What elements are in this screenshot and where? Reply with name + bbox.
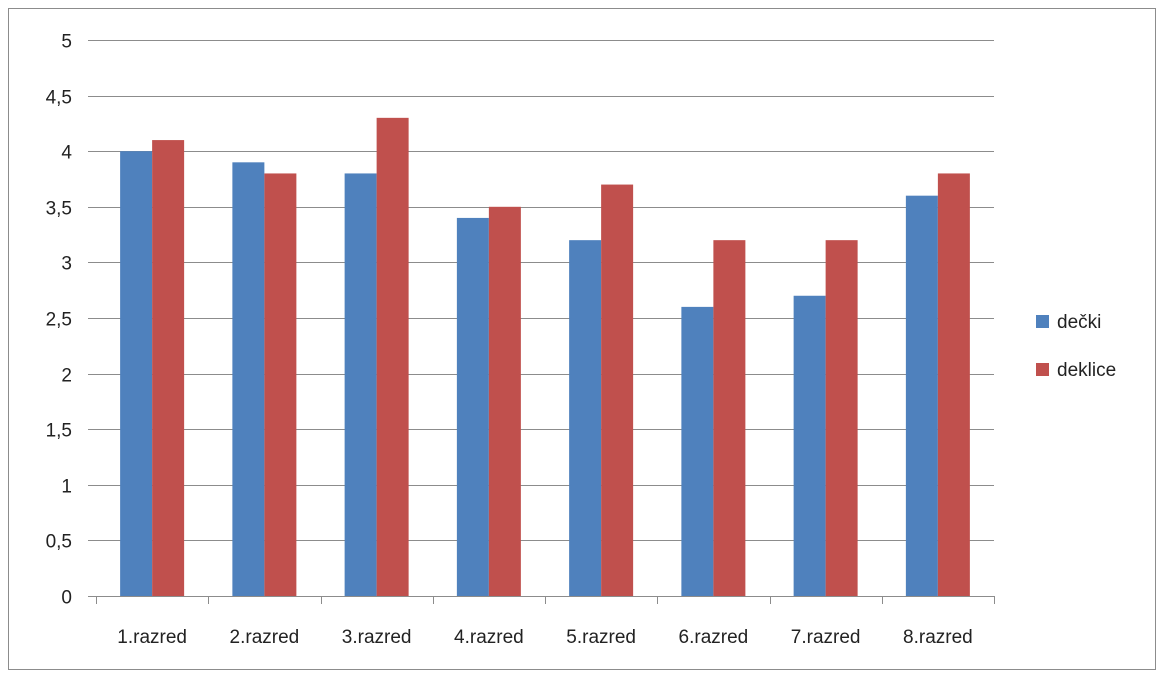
x-tick-label: 7.razred	[791, 627, 861, 648]
bar-decki	[232, 162, 265, 596]
y-tick-label: 1,5	[46, 421, 72, 442]
y-tick-label: 0	[61, 588, 72, 609]
bar-decki	[793, 295, 826, 596]
bar-deklice	[152, 140, 185, 596]
bar-deklice	[488, 206, 521, 597]
y-tick-label: 4	[61, 143, 72, 164]
y-tick-label: 3	[61, 254, 72, 275]
bar-decki	[120, 151, 153, 596]
y-tick-label: 3,5	[46, 199, 72, 220]
x-tick-label: 1.razred	[117, 627, 187, 648]
y-tick-label: 1	[61, 477, 72, 498]
x-tick-label: 4.razred	[454, 627, 524, 648]
bar-deklice	[601, 184, 634, 596]
bar-decki	[569, 240, 602, 596]
bar-decki	[905, 195, 938, 596]
x-tick-label: 6.razred	[679, 627, 749, 648]
legend-label: deklice	[1057, 360, 1116, 381]
legend-label: dečki	[1057, 312, 1101, 333]
x-tick-label: 2.razred	[230, 627, 300, 648]
bar-deklice	[376, 117, 409, 596]
bar-deklice	[713, 240, 746, 596]
bar-deklice	[937, 173, 970, 596]
bar-deklice	[825, 240, 858, 596]
x-tick-label: 8.razred	[903, 627, 973, 648]
y-tick-label: 4,5	[46, 88, 72, 109]
bar-decki	[681, 306, 714, 596]
legend-swatch	[1036, 363, 1049, 376]
y-tick-label: 0,5	[46, 532, 72, 553]
x-tick-label: 5.razred	[566, 627, 636, 648]
bar-decki	[344, 173, 377, 596]
y-tick-label: 2	[61, 366, 72, 387]
x-tick-label: 3.razred	[342, 627, 412, 648]
legend-swatch	[1036, 315, 1049, 328]
bar-deklice	[264, 173, 297, 596]
y-tick-label: 5	[61, 32, 72, 53]
bar-decki	[456, 217, 489, 597]
y-tick-label: 2,5	[46, 310, 72, 331]
